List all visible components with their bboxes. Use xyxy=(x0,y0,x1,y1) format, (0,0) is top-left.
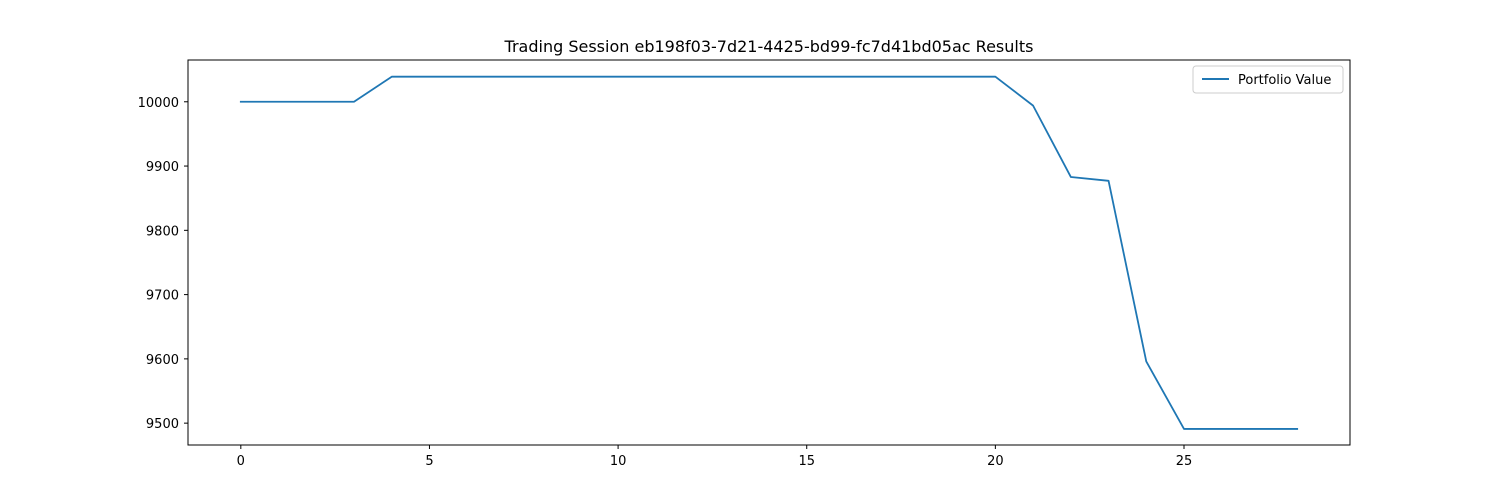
x-tick-label: 10 xyxy=(610,454,627,469)
y-tick-label: 9900 xyxy=(146,160,179,175)
plot-area-frame xyxy=(187,59,1351,446)
x-tick-label: 25 xyxy=(1176,454,1193,469)
series-line-portfolio-value xyxy=(239,75,1299,430)
x-tick-label: 20 xyxy=(987,454,1004,469)
y-tick-label: 9700 xyxy=(146,289,179,304)
x-axis-ticks: 0 5 10 15 20 25 xyxy=(237,445,1193,469)
legend-label-portfolio-value: Portfolio Value xyxy=(1238,73,1331,88)
x-tick-label: 5 xyxy=(425,454,433,469)
y-tick-label: 9500 xyxy=(146,417,179,432)
y-tick-label: 9600 xyxy=(146,353,179,368)
y-tick-label: 10000 xyxy=(138,96,179,111)
x-tick-label: 0 xyxy=(237,454,245,469)
chart-title: Trading Session eb198f03-7d21-4425-bd99-… xyxy=(504,37,1034,56)
series-layer xyxy=(239,75,1299,430)
legend-box xyxy=(1192,65,1344,94)
y-axis-ticks: 9500 9600 9700 9800 9900 10000 xyxy=(138,96,188,432)
y-tick-label: 9800 xyxy=(146,224,179,239)
x-tick-label: 15 xyxy=(798,454,815,469)
legend: Portfolio Value xyxy=(1192,65,1344,94)
